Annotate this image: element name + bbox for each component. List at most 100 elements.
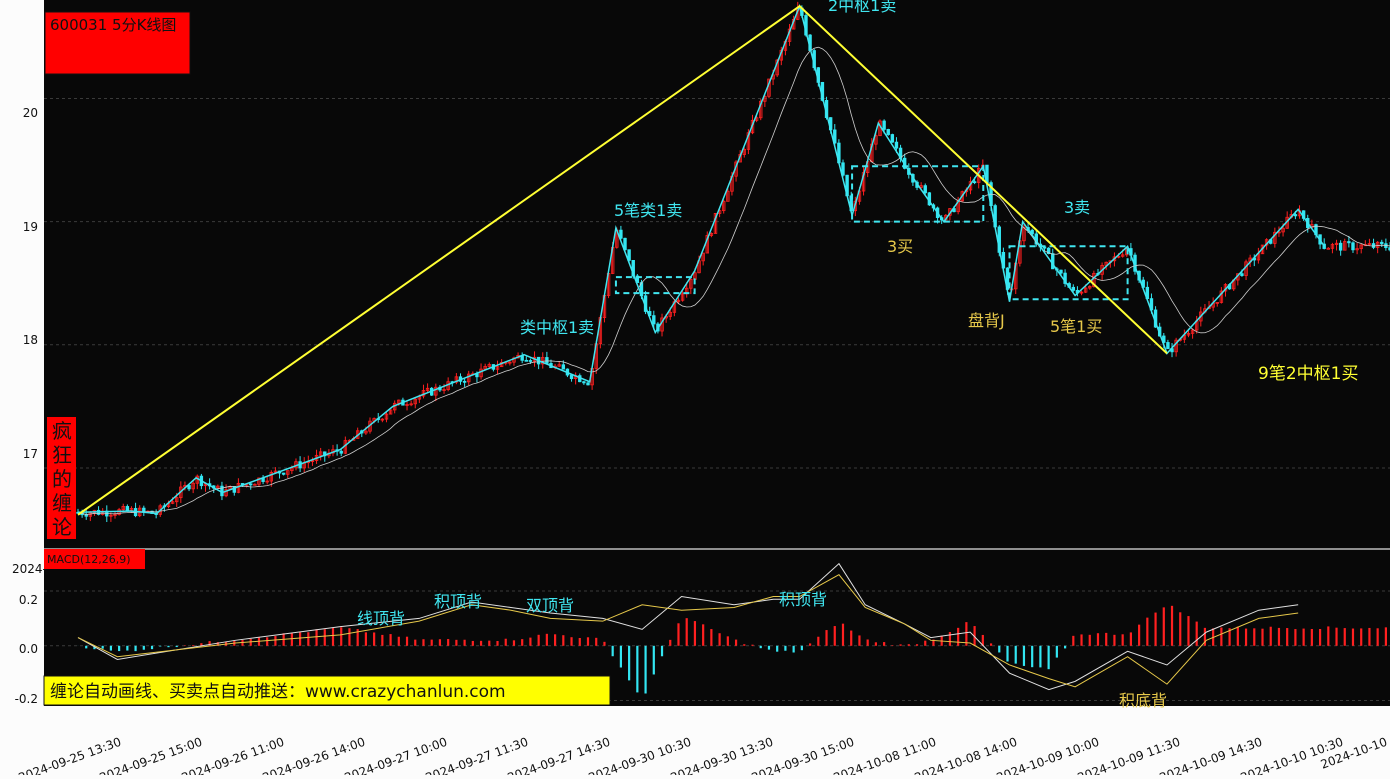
candle-body: [668, 311, 672, 317]
candle-body: [1190, 329, 1195, 334]
candle-body: [1359, 244, 1363, 250]
title-box: [44, 11, 191, 75]
candle-body: [1281, 227, 1285, 233]
candle-body: [841, 162, 845, 176]
candle-body: [1112, 256, 1117, 262]
candle-body: [388, 409, 393, 415]
candle-body: [1343, 241, 1347, 251]
candle-body: [249, 483, 253, 486]
annotation-9-stroke-2-pivot-buy-1: 9笔2中枢1买: [1258, 364, 1358, 384]
candle-body: [1355, 248, 1359, 251]
candle-body: [339, 450, 343, 454]
candle-body: [1334, 242, 1339, 245]
candle-body: [384, 413, 389, 420]
y-tick-19: 19: [23, 220, 38, 234]
y-tick-18: 18: [23, 333, 38, 347]
candle-body: [1273, 231, 1277, 244]
candle-body: [528, 360, 533, 362]
candle-body: [281, 472, 286, 475]
candle-body: [269, 471, 274, 482]
candle-body: [265, 480, 269, 483]
candle-body: [1293, 214, 1298, 217]
annotation-pivot-like-sell-1: 类中枢1卖: [520, 318, 594, 337]
candle-body: [561, 364, 566, 370]
overlays: [77, 3, 1390, 691]
macd-annotation-acc-top-div: 积顶背: [779, 590, 827, 609]
watermark-box: [47, 417, 76, 539]
watermark-char: 缠: [52, 491, 72, 515]
candle-body: [726, 190, 730, 202]
macd-title: MACD(12,26,9): [47, 553, 131, 566]
candle-body: [405, 404, 409, 406]
candle-body: [1071, 286, 1076, 291]
promo-banner-text: 缠论自动画线、买卖点自动推送：www.crazychanlun.com: [50, 682, 506, 702]
segment-line: [77, 4, 1168, 516]
candle-body: [1120, 254, 1125, 257]
candle-body: [1166, 342, 1170, 350]
candle-body: [462, 380, 467, 383]
candle-body: [121, 506, 125, 511]
candle-body: [380, 418, 385, 421]
annotation-sell-3: 3卖: [1064, 198, 1090, 217]
candle-body: [1046, 247, 1051, 254]
candle-body: [545, 357, 549, 364]
candle-body: [487, 364, 491, 367]
candle-body: [689, 278, 693, 289]
candle-body: [569, 374, 574, 380]
macd-title-box: [44, 549, 145, 569]
candle-body: [1330, 244, 1335, 249]
candle-body: [709, 233, 714, 236]
candle-body: [434, 386, 438, 396]
candle-body: [1083, 287, 1088, 293]
candle-body: [676, 299, 681, 303]
candle-body: [175, 497, 179, 503]
macd-annotation-acc-bottom-div: 积底背: [1119, 691, 1167, 710]
candle-body: [216, 485, 220, 489]
candle-body: [1059, 269, 1063, 274]
candle-body: [1240, 273, 1244, 276]
candle-body: [113, 514, 117, 516]
candle-body: [890, 134, 895, 143]
y-tick-20: 20: [23, 106, 38, 120]
pivot-zone: [614, 276, 696, 295]
candle-body: [586, 382, 590, 386]
candle-body: [882, 120, 886, 130]
candle-body: [1367, 243, 1372, 246]
candle-body: [413, 398, 417, 405]
x-axis: 2024-09-25 13:30 2024-09-25 15:00 2024-0…: [17, 735, 1389, 779]
candle-body: [1215, 301, 1219, 304]
candle-body: [623, 237, 627, 251]
candle-body: [1375, 241, 1380, 248]
candle-body: [1174, 339, 1178, 353]
candle-body: [960, 191, 964, 202]
candle-body: [1338, 242, 1343, 251]
candle-body: [142, 507, 146, 512]
macd-annotation-double-top-div: 双顶背: [526, 596, 574, 615]
macd-annotation-line-top-div: 线顶背: [357, 609, 405, 628]
candle-body: [273, 470, 278, 473]
candle-body: [257, 477, 261, 485]
promo-banner: [43, 675, 611, 706]
candle-body: [1347, 241, 1351, 244]
macd-dea-line: [77, 573, 1299, 688]
candle-body: [833, 129, 837, 144]
candle-body: [1326, 247, 1331, 250]
candle-body: [1199, 311, 1203, 322]
macd-tick-zero: 0.0: [19, 642, 38, 656]
macd-tick-neg: -0.2: [15, 692, 38, 706]
candle-body: [467, 373, 471, 383]
pivot-zone: [1008, 245, 1129, 301]
price-panel: [44, 0, 1390, 548]
candle-body: [627, 249, 631, 261]
candle-body: [364, 430, 368, 434]
candle-body: [894, 141, 899, 149]
candle-body: [886, 129, 890, 135]
candle-body: [483, 366, 487, 370]
pivot-zone: [851, 165, 985, 223]
candle-body: [524, 359, 529, 362]
candle-body: [409, 403, 413, 406]
candle-body: [109, 514, 113, 517]
watermark-char: 论: [52, 515, 72, 539]
annotation-divergence-j: 盘背J: [968, 311, 1005, 330]
